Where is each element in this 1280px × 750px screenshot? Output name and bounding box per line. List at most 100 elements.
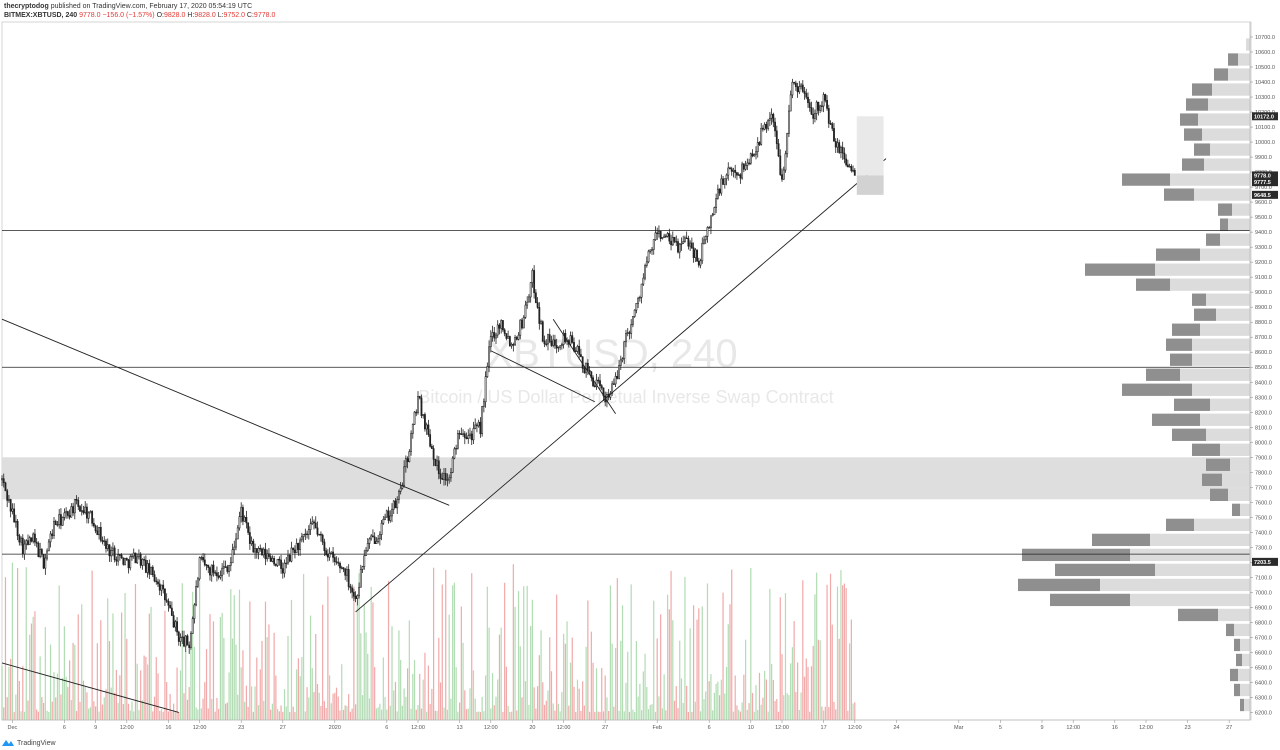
candle-body [450,472,451,477]
volume-bar [100,620,101,720]
price-tick-label: 10500.0 [1255,65,1275,71]
volume-bar [487,587,488,720]
profile-bar-dark [1192,294,1206,306]
volume-bar [419,674,420,720]
volume-bar [445,570,446,720]
candle-body [334,557,335,561]
candle-body [462,434,463,435]
volume-bar [97,643,98,720]
candle-body [381,523,382,534]
volume-bar [208,708,209,720]
price-tick-label: 7100.0 [1255,575,1272,581]
volume-bar [218,709,219,720]
candle-body [383,519,384,523]
volume-bar [324,701,325,720]
candle-body [313,522,314,523]
volume-bar [265,602,266,720]
volume-bar [317,684,318,720]
candle-body [761,128,762,144]
candle-body [74,499,75,513]
profile-bar-dark [1240,699,1244,711]
time-tick-label: Dec [8,725,18,731]
candle-body [137,557,138,563]
candle-body [140,554,141,565]
volume-bar [780,597,781,720]
volume-bar [695,702,696,720]
candle-body [258,548,259,552]
volume-bar [228,672,229,720]
candle-body [629,333,630,334]
candle-body [436,461,437,466]
candle-body [717,189,718,198]
candle-body [826,100,827,108]
volume-bar [757,710,758,720]
time-tick-label: 6 [708,725,711,731]
time-tick-label: 16 [1112,725,1118,731]
volume-bar [326,708,327,720]
profile-bar-dark [1172,324,1200,336]
profile-bar-dark [1122,173,1170,185]
volume-bar [852,703,853,720]
candle-body [785,154,786,170]
candle-body [53,521,54,535]
volume-bar [672,620,673,720]
volume-bar [24,712,25,720]
candle-body [440,474,441,479]
candle-body [20,538,21,542]
volume-bar [343,710,344,720]
candle-body [561,345,562,346]
volume-bar [681,678,682,720]
volume-bar [438,638,439,720]
candle-body [530,283,531,297]
candle-body [121,555,122,558]
volume-bar [712,710,713,720]
candle-body [175,622,176,627]
candle-body [194,605,195,619]
candle-body [159,584,160,590]
volume-bar [636,641,637,720]
candle-body [558,347,559,348]
candle-body [324,542,325,551]
candle-body [192,619,193,634]
volume-bar [709,681,710,720]
volume-bar [662,708,663,720]
volume-bar [769,589,770,720]
volume-bar [450,699,451,720]
volume-bar [750,568,751,720]
profile-bar-dark [1236,654,1242,666]
candle-body [497,325,498,335]
time-tick-label: 9 [94,725,97,731]
profile-bar-light [1192,384,1250,396]
price-axis[interactable]: 6200.0 6300.0 6400.0 6500.0 6600.0 6700.0 6800… [1250,22,1275,720]
volume-bar [329,675,330,720]
volume-bar [402,706,403,720]
volume-bar [513,564,514,720]
candle-body [485,377,486,402]
volume-bar [135,584,136,720]
candle-body [681,243,682,244]
profile-bar-dark [1092,534,1150,546]
candle-body [842,147,843,153]
candle-body [416,412,417,413]
volume-bar [71,700,72,720]
candle-body [613,384,614,385]
price-tag-label: 9777.5 [1254,180,1271,186]
volume-bar [336,688,337,720]
candle-body [228,565,229,571]
candle-body [34,534,35,542]
volume-bar [457,712,458,720]
time-axis[interactable]: Dec 6 9 12:00 16 12:00 23 27 2020 6 12:00 13 12:00 20… [2,720,1250,731]
candle-body [811,108,812,115]
volume-bar [289,712,290,720]
tradingview-footer[interactable]: TradingView [2,737,56,749]
candle-body [799,87,800,92]
candle-body [469,434,470,436]
candle-body [52,534,53,536]
trendline[interactable] [356,159,886,612]
candle-body [636,303,637,310]
volume-bar [461,607,462,720]
volume-bar [743,675,744,720]
volume-bar [393,690,394,720]
volume-bar [355,704,356,720]
